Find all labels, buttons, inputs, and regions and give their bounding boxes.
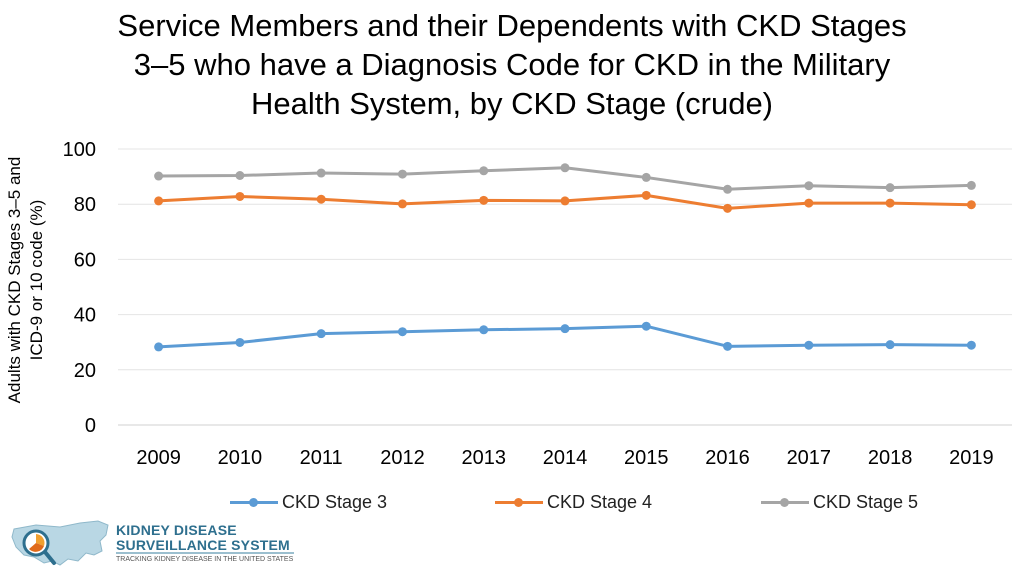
x-tick-label: 2012: [380, 447, 425, 469]
data-point-stage-5: [235, 170, 245, 180]
chart-title-line-2: 3–5 who have a Diagnosis Code for CKD in…: [133, 47, 891, 82]
x-tick-label: 2017: [787, 447, 832, 469]
data-point-stage-5: [885, 183, 895, 193]
data-point-stage-3: [397, 327, 407, 337]
x-tick-label: 2014: [543, 447, 588, 469]
legend-label-stage-5: CKD Stage 5: [813, 491, 919, 512]
data-point-stage-5: [641, 172, 651, 182]
y-tick-label: 0: [85, 415, 96, 437]
y-tick-label: 60: [74, 249, 96, 271]
data-point-stage-5: [479, 166, 489, 176]
logo-divider: [116, 552, 294, 554]
data-point-stage-5: [154, 171, 164, 181]
legend-item-stage-4: CKD Stage 4: [495, 490, 652, 514]
data-point-stage-5: [966, 180, 976, 190]
data-point-stage-3: [804, 340, 814, 350]
y-tick-label: 80: [74, 194, 96, 216]
data-point-stage-4: [723, 203, 733, 213]
data-point-stage-5: [316, 168, 326, 178]
x-tick-label: 2016: [705, 447, 750, 469]
legend-marker-stage-4: [495, 490, 543, 514]
x-tick-label: 2010: [218, 447, 263, 469]
data-point-stage-3: [316, 329, 326, 339]
x-tick-label: 2011: [300, 447, 343, 469]
data-point-stage-3: [479, 325, 489, 335]
legend-item-stage-5: CKD Stage 5: [761, 490, 918, 514]
y-tick-label: 40: [74, 305, 96, 327]
chart-title: Service Members and their Dependents wit…: [60, 6, 964, 123]
x-tick-label: 2015: [624, 447, 669, 469]
data-point-stage-3: [885, 340, 895, 350]
data-point-stage-4: [885, 198, 895, 208]
data-point-stage-5: [804, 181, 814, 191]
y-tick-label: 20: [74, 360, 96, 382]
x-tick-label: 2018: [868, 447, 913, 469]
data-point-stage-4: [804, 198, 814, 208]
data-point-stage-4: [641, 190, 651, 200]
logo-line-3: TRACKING KIDNEY DISEASE IN THE UNITED ST…: [116, 556, 294, 563]
data-point-stage-3: [641, 321, 651, 331]
data-point-stage-3: [966, 340, 976, 350]
data-point-stage-4: [966, 200, 976, 210]
logo-line-1: KIDNEY DISEASE: [116, 522, 237, 538]
data-point-stage-4: [316, 194, 326, 204]
data-point-stage-3: [723, 341, 733, 351]
chart-title-line-3: Health System, by CKD Stage (crude): [250, 86, 774, 121]
data-point-stage-5: [560, 163, 570, 173]
us-map-logo-icon: [11, 520, 109, 566]
data-point-stage-4: [235, 191, 245, 201]
data-point-stage-4: [397, 199, 407, 209]
legend-label-stage-3: CKD Stage 3: [282, 491, 388, 512]
x-tick-label: 2019: [949, 447, 994, 469]
x-tick-label: 2013: [461, 447, 506, 469]
legend: CKD Stage 3 CKD Stage 4 CKD Stage 5: [0, 490, 1024, 514]
data-point-stage-5: [397, 169, 407, 179]
kidney-disease-surveillance-logo: KIDNEY DISEASE SURVEILLANCE SYSTEM TRACK…: [8, 515, 298, 573]
data-point-stage-4: [154, 196, 164, 206]
data-point-stage-3: [154, 342, 164, 352]
logo-line-2: SURVEILLANCE SYSTEM: [116, 537, 290, 553]
data-point-stage-3: [235, 337, 245, 347]
legend-label-stage-4: CKD Stage 4: [547, 491, 653, 512]
y-tick-label: 100: [63, 139, 96, 161]
legend-marker-stage-3: [230, 490, 278, 514]
x-tick-label: 2009: [136, 447, 181, 469]
line-chart: 0 20 40 60 80 100 2009 2010 2011 2012 2013 2014 2015…: [63, 139, 1012, 469]
legend-marker-stage-5: [761, 490, 809, 514]
data-point-stage-5: [723, 184, 733, 194]
data-point-stage-4: [560, 196, 570, 206]
legend-item-stage-3: CKD Stage 3: [230, 490, 387, 514]
data-point-stage-4: [479, 195, 489, 205]
data-point-stage-3: [560, 324, 570, 334]
chart-title-line-1: Service Members and their Dependents wit…: [117, 8, 907, 43]
